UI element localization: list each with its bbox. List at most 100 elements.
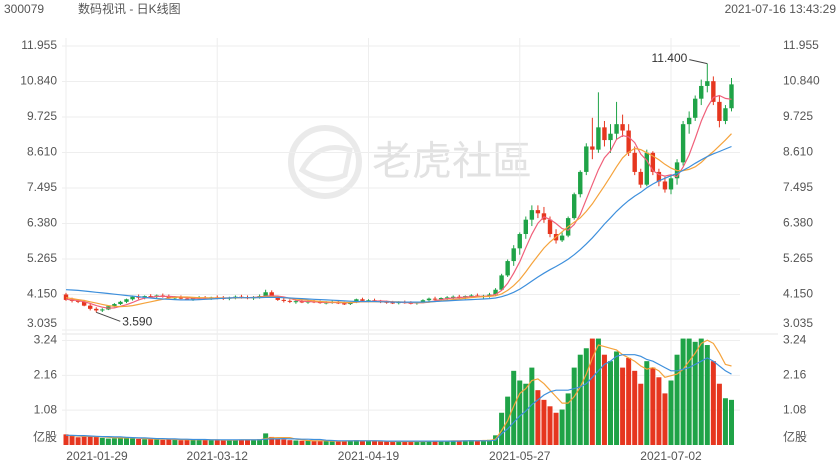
volume-bar	[710, 361, 716, 445]
candle-body	[529, 210, 535, 220]
volume-bar	[668, 380, 674, 445]
volume-bar	[420, 441, 426, 445]
volume-bar	[329, 441, 335, 445]
candle-body	[499, 275, 504, 290]
volume-bar	[142, 439, 148, 445]
volume-bar	[196, 439, 202, 445]
chart-title: 数码视讯 - 日K线图	[78, 1, 181, 16]
volume-bar	[402, 441, 408, 445]
volume-bar	[450, 440, 456, 445]
candle-body	[699, 85, 704, 99]
volume-bar	[238, 439, 244, 445]
candle-body	[390, 302, 395, 304]
volume-bar	[293, 440, 299, 445]
volume-bar	[75, 437, 81, 445]
volume-bar	[117, 437, 123, 445]
volume-bar	[541, 399, 547, 445]
candle-body	[596, 127, 601, 150]
candle-body	[559, 235, 565, 241]
volume-bar	[323, 440, 329, 445]
volume-bar	[729, 399, 734, 445]
candle-body	[281, 299, 286, 301]
candle-body	[693, 98, 698, 118]
volume-bar	[124, 437, 129, 445]
candle-body	[112, 304, 117, 307]
volume-bar	[614, 351, 620, 445]
candle-body	[668, 178, 674, 190]
volume-bar	[487, 439, 492, 445]
x-tick-label: 2021-07-02	[640, 449, 702, 463]
candle-body	[100, 309, 105, 311]
volume-bar	[698, 338, 704, 445]
volume-bar	[432, 440, 438, 445]
volume-bar	[69, 435, 75, 445]
candle-body	[572, 194, 577, 219]
volume-bar	[426, 440, 432, 445]
candle-body	[638, 171, 643, 185]
moving-average-line	[65, 145, 732, 303]
moving-average-line	[66, 354, 732, 442]
volume-bar	[438, 441, 444, 445]
y-tick-label: 9.725	[27, 109, 57, 123]
stock-code: 300079	[4, 2, 44, 16]
volume-bar	[595, 338, 601, 445]
candle-body	[432, 298, 438, 300]
volume-bar	[517, 380, 523, 445]
candle-body	[493, 289, 498, 295]
volume-bar	[511, 370, 517, 445]
volume-bar	[93, 436, 99, 445]
volume-bar	[662, 393, 668, 445]
volume-bar	[480, 440, 486, 445]
volume-bar	[650, 367, 656, 445]
volume-bar	[396, 441, 402, 445]
y-tick-label: 3.035	[27, 316, 57, 330]
candle-body	[299, 301, 305, 303]
candle-body	[124, 299, 129, 302]
volume-bar	[559, 409, 565, 445]
y2-tick-label: 亿股	[33, 429, 57, 444]
timestamp: 2021-07-16 13:43:29	[725, 2, 837, 16]
volume-bar	[722, 398, 728, 445]
volume-bar	[553, 412, 559, 445]
moving-average-line	[65, 94, 732, 309]
watermark: 老虎社區	[372, 140, 532, 184]
volume-bar	[414, 441, 420, 445]
volume-bar	[656, 377, 662, 445]
candle-body	[656, 171, 662, 182]
y2-tick-label-right: 2.16	[783, 368, 807, 382]
volume-bar	[190, 439, 196, 445]
candle-body	[717, 101, 722, 121]
candle-body	[620, 124, 625, 131]
volume-bar	[704, 345, 710, 445]
y-tick-label: 7.495	[27, 180, 57, 194]
candle-body	[469, 295, 474, 297]
volume-bar	[99, 437, 105, 445]
volume-bar	[523, 383, 529, 445]
candle-body	[547, 219, 553, 235]
volume-bar	[565, 393, 571, 445]
volume-bar	[341, 441, 347, 445]
annotation-label: 11.400	[651, 51, 687, 65]
volume-bar	[468, 440, 474, 445]
volume-bar	[674, 354, 680, 445]
y-tick-label-right: 5.265	[783, 251, 813, 265]
candle-body	[342, 303, 347, 305]
volume-bar	[390, 441, 396, 445]
candle-body	[517, 234, 522, 249]
volume-bar	[299, 440, 305, 445]
candle-body	[705, 81, 710, 86]
y-tick-label-right: 7.495	[783, 180, 813, 194]
candle-body	[626, 130, 631, 153]
volume-bar	[353, 440, 359, 445]
volume-bar	[608, 361, 613, 445]
volume-bar	[456, 441, 462, 445]
y-tick-label-right: 10.840	[783, 74, 820, 88]
candle-body	[130, 296, 135, 300]
volume-bar	[130, 438, 136, 445]
volume-bar	[632, 370, 638, 445]
volume-bar	[178, 440, 184, 445]
candle-body	[426, 298, 432, 301]
y2-tick-label: 3.24	[34, 333, 58, 347]
volume-bar	[87, 436, 93, 445]
y-tick-label: 5.265	[27, 251, 57, 265]
